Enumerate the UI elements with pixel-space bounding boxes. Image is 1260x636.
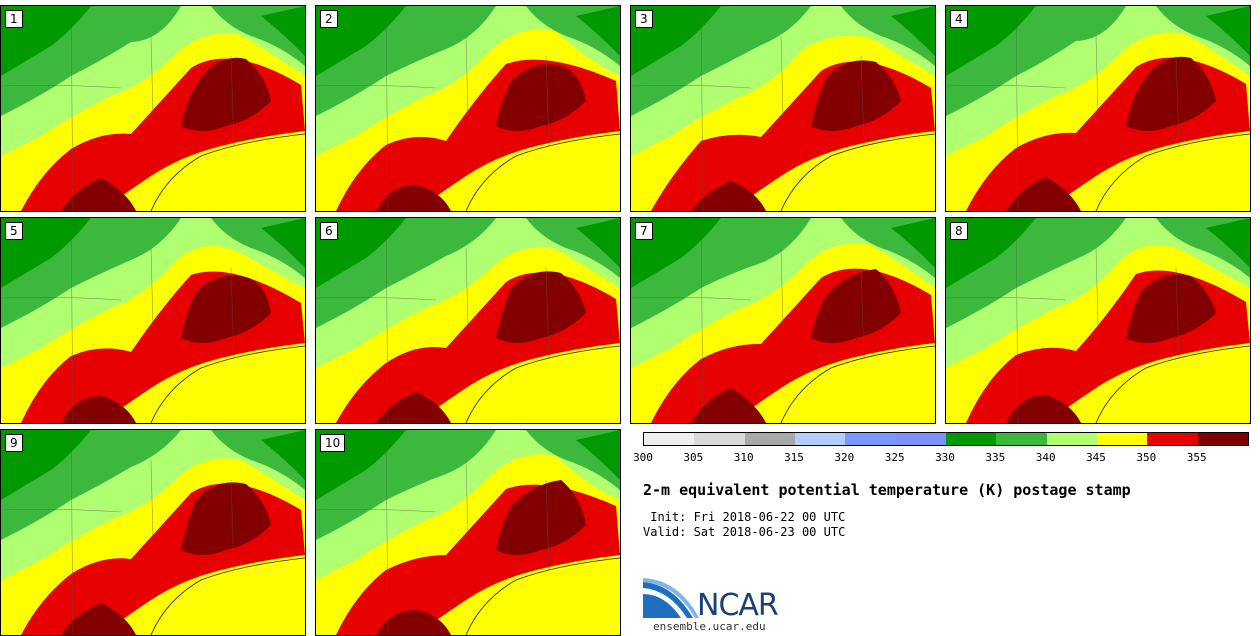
valid-time: Valid: Sat 2018-06-23 00 UTC (643, 525, 846, 539)
colorbar-tick-label: 300 (633, 451, 653, 464)
init-time: Init: Fri 2018-06-22 00 UTC (643, 510, 846, 524)
url-text: ensemble.ucar.edu (653, 620, 766, 633)
map-field (316, 430, 620, 635)
panel-number: 2 (320, 10, 338, 28)
ensemble-member-panel: 9 (0, 429, 306, 636)
panel-number: 6 (320, 222, 338, 240)
colorbar-tick-label: 310 (733, 451, 754, 464)
colorbar-bin (1197, 433, 1248, 445)
map-field (631, 218, 935, 423)
ensemble-member-panel: 8 (945, 217, 1251, 424)
map-field (1, 6, 305, 211)
colorbar-tick-label: 355 (1186, 451, 1207, 464)
ensemble-member-panel: 1 (0, 5, 306, 212)
map-field (1, 218, 305, 423)
map-field (946, 6, 1250, 211)
panel-number: 10 (320, 434, 346, 452)
panel-number: 1 (5, 10, 23, 28)
ensemble-member-panel: 4 (945, 5, 1251, 212)
panel-number: 8 (950, 222, 968, 240)
ncar-logo-icon (643, 578, 699, 618)
colorbar-bin (845, 433, 896, 445)
colorbar-tick-label: 330 (935, 451, 955, 464)
colorbar-bin (744, 433, 795, 445)
map-field (316, 6, 620, 211)
map-field (316, 218, 620, 423)
ensemble-member-panel: 3 (630, 5, 936, 212)
colorbar-bin (996, 433, 1047, 445)
colorbar-tick-label: 320 (834, 451, 855, 464)
colorbar-bin (694, 433, 745, 445)
colorbar-tick-label: 335 (985, 451, 1006, 464)
colorbar-bin (1046, 433, 1097, 445)
ensemble-member-panel: 2 (315, 5, 621, 212)
ensemble-member-panel: 6 (315, 217, 621, 424)
map-field (631, 6, 935, 211)
colorbar-tick-label: 345 (1086, 451, 1106, 464)
ensemble-member-panel: 10 (315, 429, 621, 636)
colorbar-tick-label: 350 (1136, 451, 1157, 464)
colorbar-bin (1147, 433, 1198, 445)
panel-number: 4 (950, 10, 968, 28)
ensemble-member-panel: 5 (0, 217, 306, 424)
colorbar-tick-label: 325 (884, 451, 905, 464)
ensemble-member-panel: 7 (630, 217, 936, 424)
panel-number: 7 (635, 222, 653, 240)
colorbar-tick-label: 305 (683, 451, 704, 464)
colorbar (643, 432, 1249, 446)
panel-number: 3 (635, 10, 653, 28)
colorbar-tick-label: 340 (1035, 451, 1056, 464)
colorbar-bin (644, 433, 695, 445)
colorbar-bin (895, 433, 946, 445)
panel-number: 5 (5, 222, 23, 240)
colorbar-tick-label: 315 (784, 451, 804, 464)
colorbar-bin (945, 433, 997, 445)
colorbar-bin (794, 433, 846, 445)
colorbar-bin (1096, 433, 1148, 445)
logo-text: NCAR (697, 588, 779, 623)
panel-number: 9 (5, 434, 23, 452)
map-field (1, 430, 305, 635)
map-field (946, 218, 1250, 423)
map-title: 2-m equivalent potential temperature (K)… (643, 481, 1131, 499)
